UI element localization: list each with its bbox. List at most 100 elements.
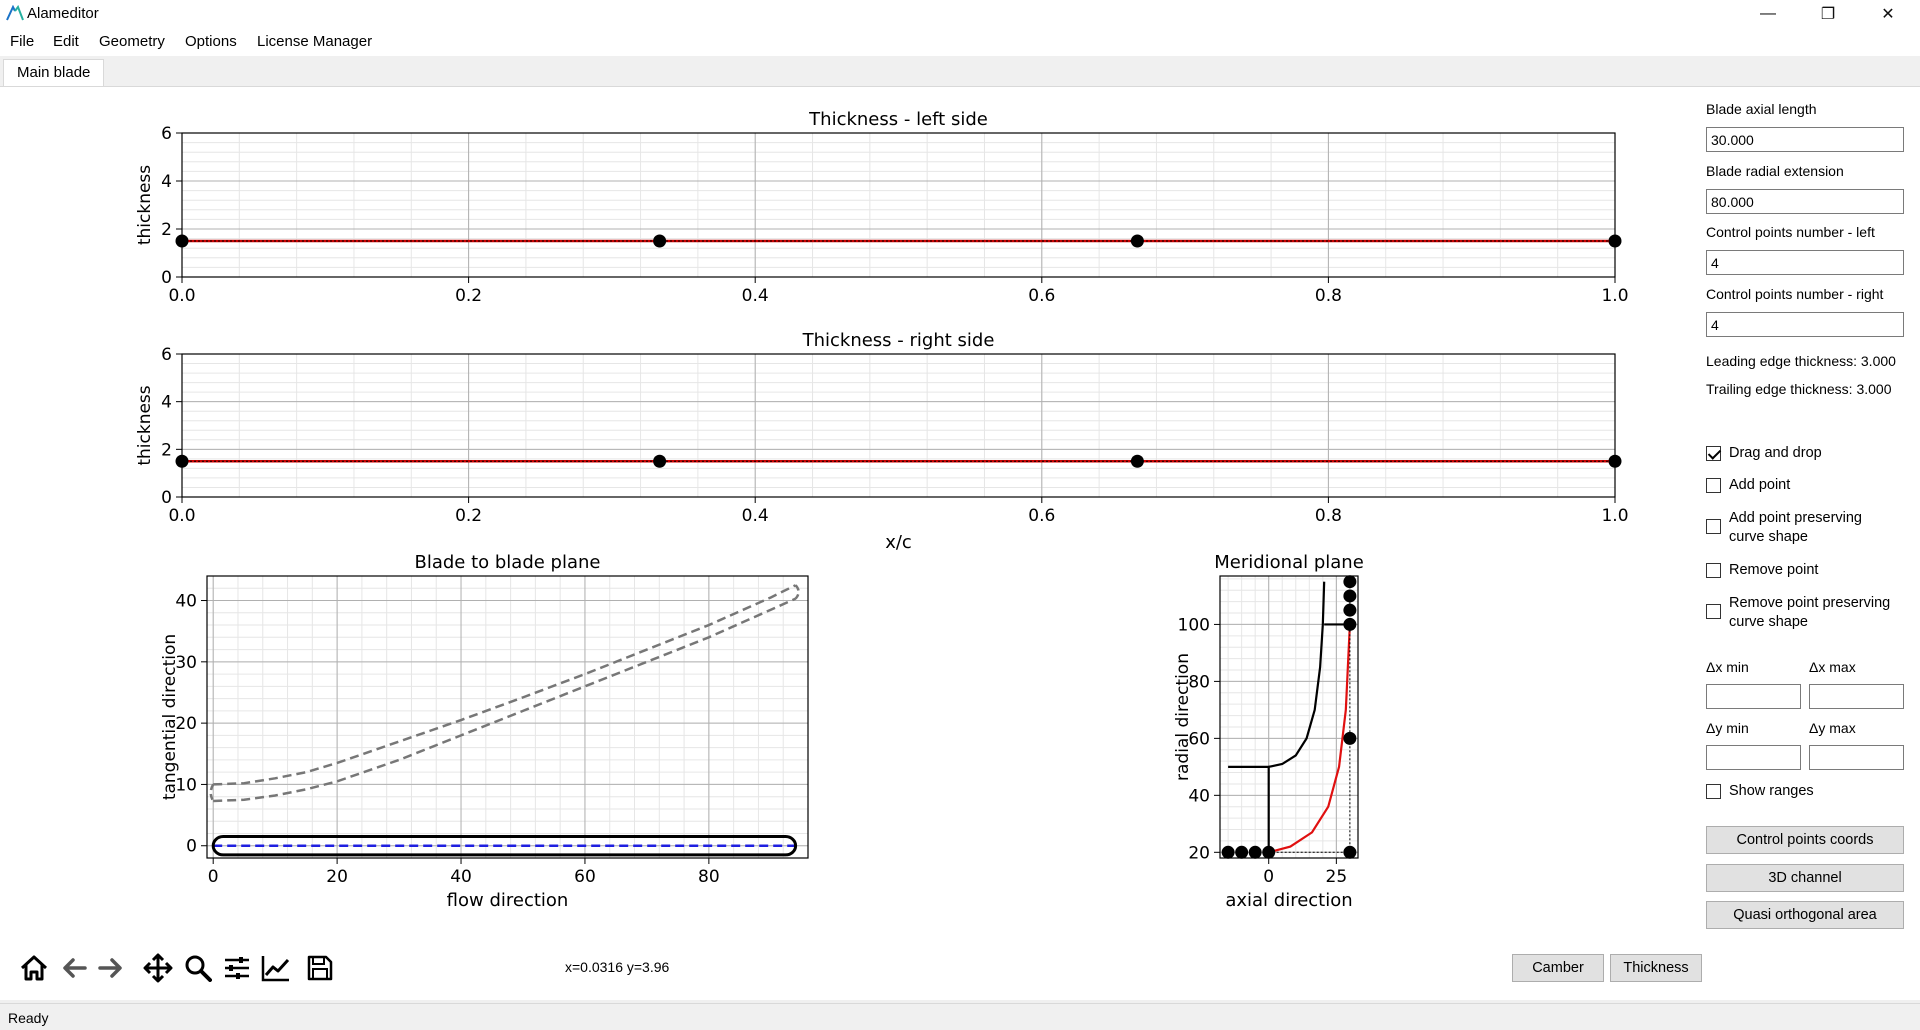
drag-and-drop-option[interactable]: Drag and drop (1706, 444, 1822, 463)
3d-channel-button[interactable]: 3D channel (1706, 864, 1904, 892)
cp-right-label: Control points number - right (1706, 286, 1884, 302)
control-point (1343, 589, 1357, 603)
y-tick-label: 0 (161, 488, 172, 508)
menu-file[interactable]: File (10, 33, 35, 50)
menu-geometry[interactable]: Geometry (99, 33, 165, 50)
remove-point-label: Remove point (1729, 562, 1819, 578)
control-point (1343, 845, 1357, 859)
x-axis-label: x/c (885, 532, 912, 553)
x-tick-label: 1.0 (1601, 506, 1628, 526)
cp-left-label: Control points number - left (1706, 224, 1875, 240)
dx-min-input[interactable] (1706, 684, 1801, 709)
zoom-icon[interactable] (182, 952, 214, 984)
dy-min-input[interactable] (1706, 745, 1801, 770)
show-ranges-option[interactable]: Show ranges (1706, 782, 1814, 801)
series-line-0 (213, 584, 797, 786)
trailing-edge-arc (794, 584, 800, 600)
x-tick-label: 0 (208, 867, 219, 887)
restore-button[interactable]: ❐ (1805, 0, 1851, 28)
remove-point-option[interactable]: Remove point (1706, 561, 1818, 580)
camber-button[interactable]: Camber (1512, 954, 1604, 982)
control-point (1235, 845, 1249, 859)
status-text: Ready (8, 1010, 49, 1026)
y-axis-label: thickness (135, 385, 155, 465)
thickness-button[interactable]: Thickness (1610, 954, 1702, 982)
minimize-button[interactable]: — (1745, 0, 1791, 28)
chart-title: Blade to blade plane (414, 552, 600, 573)
y-tick-label: 4 (161, 172, 172, 192)
control-point (653, 234, 667, 248)
axes-frame (1219, 575, 1359, 859)
y-axis-label: tangential direction (160, 634, 180, 800)
radial-extension-input[interactable] (1706, 189, 1904, 214)
dy-max-input[interactable] (1809, 745, 1904, 770)
y-tick-label: 80 (1188, 672, 1210, 692)
x-axis-label: axial direction (1225, 890, 1352, 911)
x-tick-label: 0.2 (455, 286, 482, 306)
pan-icon[interactable] (142, 952, 174, 984)
control-point (1221, 845, 1235, 859)
x-tick-label: 0.4 (742, 286, 769, 306)
dx-min-label: Δx min (1706, 659, 1749, 675)
home-icon[interactable] (18, 952, 50, 984)
add-point-checkbox[interactable] (1706, 478, 1721, 493)
y-tick-label: 40 (1188, 786, 1210, 806)
series-line-1 (1268, 581, 1326, 768)
show-ranges-checkbox[interactable] (1706, 784, 1721, 799)
save-icon[interactable] (304, 952, 336, 984)
add-point-preserving-option[interactable]: Add point preserving curve shape (1706, 509, 1896, 547)
menu-options[interactable]: Options (185, 33, 237, 50)
add-point-preserving-checkbox[interactable] (1706, 519, 1721, 534)
edit-axes-icon[interactable] (260, 952, 292, 984)
chart-1 (175, 353, 1622, 503)
plot-canvas[interactable]: 0.0 0.2 0.4 0.6 0.8 1.0 0 2 4 6 Thickness - left s… (0, 86, 1690, 946)
series-line-3 (1268, 624, 1351, 854)
tab-bar: Main blade (0, 56, 1920, 87)
x-tick-label: 0.0 (168, 506, 195, 526)
menu-edit[interactable]: Edit (53, 33, 79, 50)
y-tick-label: 4 (161, 393, 172, 413)
dy-max-label: Δy max (1809, 720, 1856, 736)
dx-max-input[interactable] (1809, 684, 1904, 709)
remove-point-preserving-option[interactable]: Remove point preserving curve shape (1706, 594, 1916, 632)
tab-main-blade[interactable]: Main blade (3, 59, 105, 87)
axial-length-input[interactable] (1706, 127, 1904, 152)
y-tick-label: 40 (175, 592, 197, 612)
chart-0 (175, 132, 1622, 283)
cp-right-input[interactable] (1706, 312, 1904, 337)
x-tick-label: 0.6 (1028, 506, 1055, 526)
show-ranges-label: Show ranges (1729, 783, 1814, 799)
remove-point-preserving-checkbox[interactable] (1706, 604, 1721, 619)
y-tick-label: 6 (161, 124, 172, 144)
trailing-edge-thickness: Trailing edge thickness: 3.000 (1706, 381, 1892, 397)
x-tick-label: 0.8 (1315, 506, 1342, 526)
y-axis-label: radial direction (1173, 653, 1193, 781)
menu-license-manager[interactable]: License Manager (257, 33, 373, 50)
cp-left-input[interactable] (1706, 250, 1904, 275)
drag-and-drop-checkbox[interactable] (1706, 446, 1721, 461)
add-point-option[interactable]: Add point (1706, 476, 1790, 495)
forward-arrow-icon[interactable] (95, 952, 127, 984)
x-tick-label: 1.0 (1601, 286, 1628, 306)
x-tick-label: 0.2 (455, 506, 482, 526)
close-button[interactable]: ✕ (1865, 0, 1911, 28)
app-logo-icon (6, 5, 24, 21)
control-point (1608, 454, 1622, 468)
control-point (1343, 603, 1357, 617)
x-tick-label: 20 (326, 867, 348, 887)
y-tick-label: 6 (161, 345, 172, 365)
control-point (653, 454, 667, 468)
drag-and-drop-label: Drag and drop (1729, 445, 1822, 461)
back-arrow-icon[interactable] (58, 952, 90, 984)
x-tick-label: 0 (1263, 867, 1274, 887)
control-points-coords-button[interactable]: Control points coords (1706, 826, 1904, 854)
control-point (1130, 234, 1144, 248)
y-tick-label: 60 (1188, 729, 1210, 749)
status-bar: Ready (0, 1003, 1920, 1030)
title-bar: Alameditor — ❐ ✕ (0, 0, 1920, 28)
remove-point-checkbox[interactable] (1706, 563, 1721, 578)
chart-title: Thickness - right side (802, 330, 995, 351)
configure-subplots-icon[interactable] (221, 952, 253, 984)
quasi-orthogonal-area-button[interactable]: Quasi orthogonal area (1706, 901, 1904, 929)
x-tick-label: 60 (574, 867, 596, 887)
